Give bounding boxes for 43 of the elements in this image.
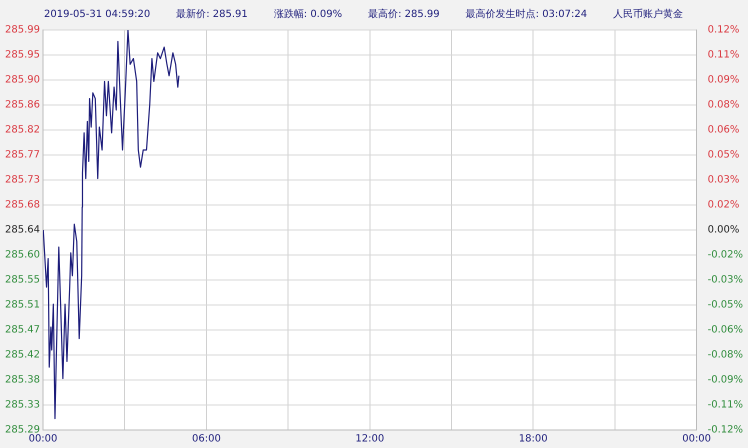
y2-tick-label: 0.02% — [708, 200, 740, 211]
y-tick-label: 285.38 — [4, 374, 40, 386]
text: 最高价: 285.99 — [368, 8, 440, 21]
y2-tick-label: 0.08% — [708, 100, 740, 111]
y2-tick-label: -0.06% — [708, 324, 744, 336]
x-tick-label: 00:00 — [28, 434, 58, 445]
y-tick-label: 285.73 — [4, 174, 40, 186]
y-tick-label: 285.82 — [4, 124, 40, 136]
y-tick-label: 285.55 — [4, 274, 40, 286]
y2-tick-label: 0.05% — [708, 150, 740, 161]
y2-tick-label: -0.08% — [708, 350, 744, 361]
text: 人民币账户黄金 — [613, 8, 684, 21]
y2-tick-label: 0.00% — [708, 224, 740, 236]
y-tick-label: 285.95 — [4, 50, 40, 61]
y-tick-label: 285.51 — [4, 300, 40, 311]
y2-tick-label: 0.06% — [708, 124, 740, 136]
text: 最高价发生时点: 03:07:24 — [466, 8, 588, 21]
y2-tick-label: -0.09% — [708, 374, 744, 386]
text: 2019-05-31 04:59:20 — [44, 8, 150, 20]
y-tick-label: 285.64 — [4, 224, 40, 236]
x-tick-label: 06:00 — [192, 434, 221, 445]
x-tick-label: 18:00 — [518, 434, 548, 445]
x-tick-label: 12:00 — [355, 434, 384, 445]
y-tick-label: 285.33 — [4, 400, 40, 411]
y2-tick-label: -0.03% — [708, 274, 744, 286]
y-tick-label: 285.68 — [4, 200, 40, 211]
y2-tick-label: -0.05% — [708, 300, 744, 311]
x-tick-label: 00:00 — [682, 434, 712, 445]
y2-tick-label: 0.12% — [708, 24, 740, 36]
y-tick-label: 285.47 — [4, 324, 40, 336]
y2-tick-label: -0.02% — [708, 250, 744, 261]
y2-tick-label: 0.09% — [708, 74, 740, 86]
y2-tick-label: -0.11% — [708, 400, 744, 411]
y2-tick-label: 0.11% — [708, 50, 740, 61]
y-tick-label: 285.42 — [4, 350, 40, 361]
y-tick-label: 285.77 — [4, 150, 40, 161]
y-tick-label: 285.90 — [4, 74, 40, 86]
y-tick-label: 285.86 — [4, 100, 40, 111]
y-tick-label: 285.60 — [4, 250, 40, 261]
text: 涨跌幅: 0.09% — [274, 8, 342, 21]
text: 最新价: 285.91 — [176, 8, 248, 21]
y2-tick-label: 0.03% — [708, 174, 740, 186]
y-tick-label: 285.99 — [4, 24, 40, 36]
